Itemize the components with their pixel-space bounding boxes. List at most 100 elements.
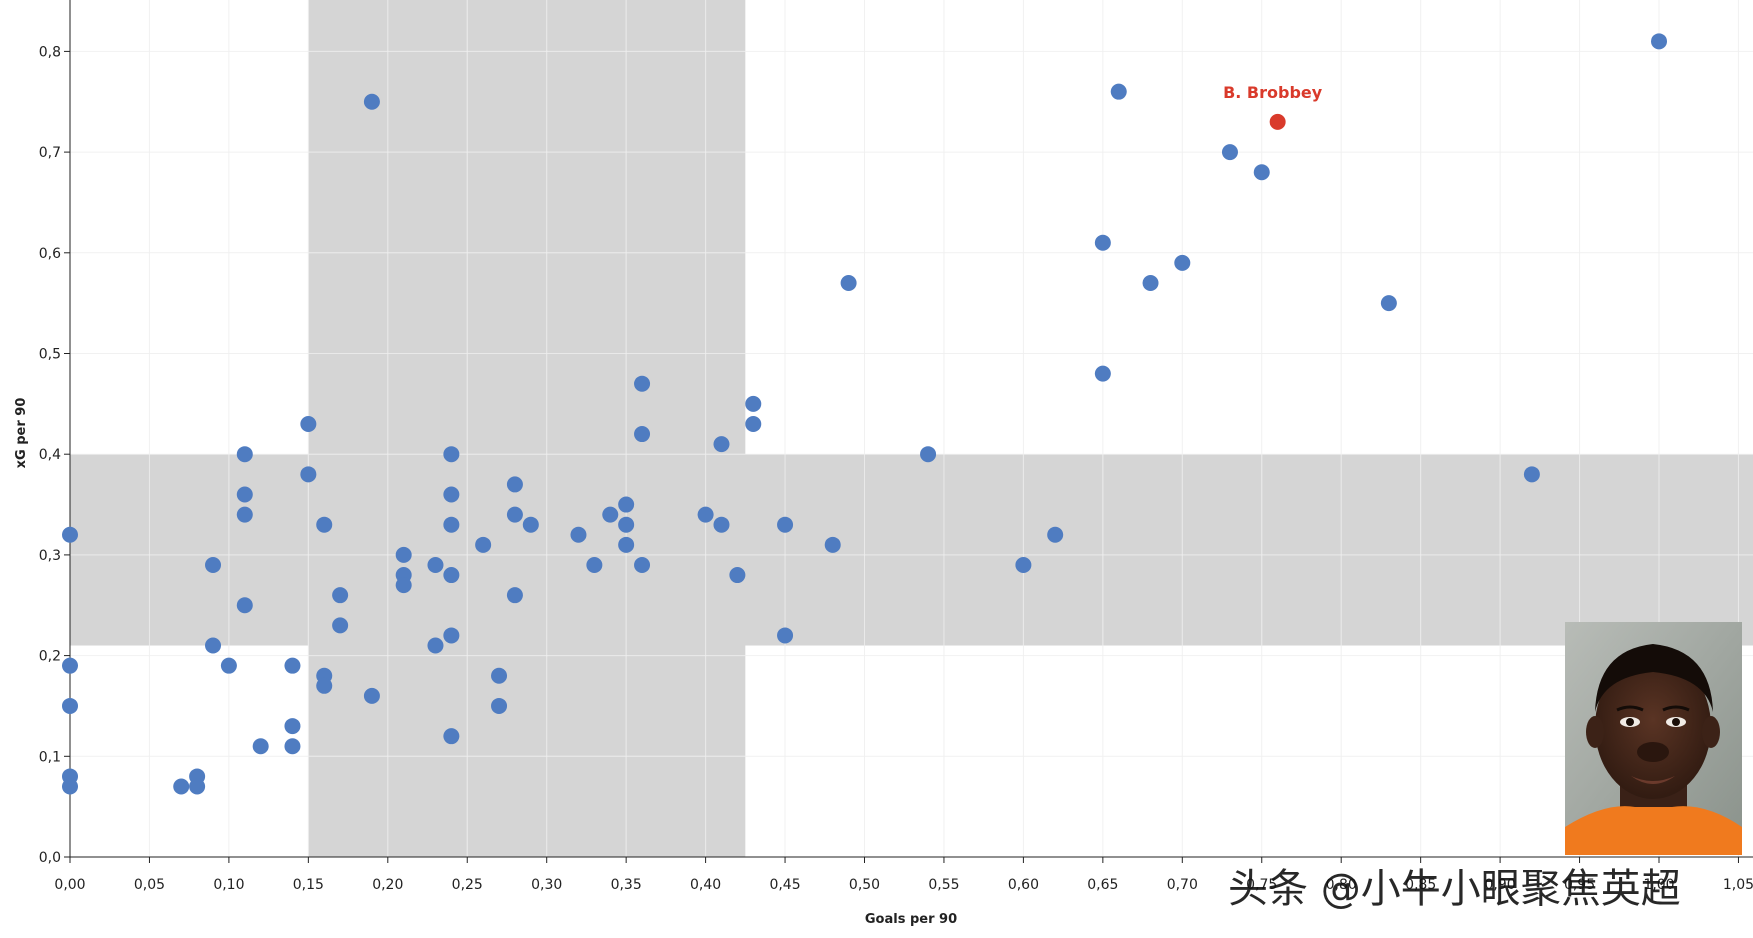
x-tick-label: 0,15 — [293, 877, 324, 893]
vertical-band — [308, 0, 746, 857]
y-tick-label: 0,6 — [39, 246, 61, 262]
axes: 0,00 0,05 0,10 0,15 0,20 0,25 0,30 0,35 0,40 0,45… — [39, 0, 1753, 893]
highlight-group: B. Brobbey — [1223, 83, 1323, 130]
player-photo — [1565, 622, 1742, 855]
data-point — [62, 657, 78, 674]
data-point — [220, 657, 237, 674]
x-tick-label: 0,90 — [1485, 877, 1516, 893]
data-point — [236, 506, 253, 523]
x-tick-label: 0,45 — [769, 877, 800, 893]
x-tick-label: 0,05 — [134, 877, 165, 893]
data-point — [284, 718, 301, 735]
data-point — [713, 436, 730, 453]
data-point — [1253, 164, 1270, 181]
data-point — [443, 486, 460, 503]
data-point — [1221, 144, 1238, 161]
data-point — [284, 738, 301, 755]
watermark-text: 头条 @小牛小眼聚焦英超 — [1228, 866, 1681, 912]
data-point — [729, 567, 746, 584]
data-point — [634, 556, 651, 573]
y-tick-label: 0,0 — [39, 850, 61, 866]
data-points — [62, 33, 1667, 795]
data-point — [332, 617, 349, 634]
data-point — [1651, 33, 1667, 50]
data-point — [236, 597, 253, 614]
data-point — [62, 778, 78, 795]
data-point — [62, 697, 78, 714]
data-point — [395, 546, 412, 563]
x-tick-label: 0,35 — [611, 877, 642, 893]
data-point — [252, 738, 269, 755]
y-tick-label: 0,2 — [39, 649, 61, 665]
data-point — [236, 486, 253, 503]
data-point — [506, 587, 523, 604]
x-tick-label: 0,70 — [1167, 877, 1198, 893]
data-point — [443, 516, 460, 533]
x-tick-label: 0,65 — [1087, 877, 1118, 893]
data-point — [777, 516, 794, 533]
highlight-label: B. Brobbey — [1223, 83, 1323, 102]
data-point — [1110, 83, 1127, 100]
data-point — [236, 446, 253, 463]
data-point — [300, 466, 317, 483]
data-point — [570, 526, 587, 543]
data-point — [745, 395, 762, 412]
data-point — [332, 587, 349, 604]
horizontal-band — [70, 454, 1753, 646]
data-point — [491, 697, 508, 714]
data-point — [506, 476, 523, 493]
data-point — [395, 577, 412, 594]
x-tick-label: 0,40 — [690, 877, 721, 893]
data-point — [618, 516, 635, 533]
data-point — [205, 637, 222, 654]
data-point — [363, 687, 380, 704]
data-point — [1523, 466, 1540, 483]
x-tick-label: 0,85 — [1405, 877, 1436, 893]
x-tick-label: 0,25 — [452, 877, 483, 893]
data-point — [697, 506, 714, 523]
x-tick-label: 0,75 — [1246, 877, 1277, 893]
data-point — [602, 506, 619, 523]
data-point — [634, 426, 651, 443]
data-point — [491, 667, 508, 684]
y-axis-title: xG per 90 — [14, 398, 29, 469]
data-point — [443, 728, 460, 745]
x-axis-title: Goals per 90 — [865, 912, 957, 927]
data-point — [300, 415, 317, 432]
y-tick-label: 0,1 — [39, 749, 61, 765]
data-point — [1094, 234, 1111, 251]
x-tick-label: 0,30 — [531, 877, 562, 893]
x-tick-label: 0,60 — [1008, 877, 1039, 893]
data-point — [1094, 365, 1111, 382]
data-point — [618, 536, 635, 553]
data-point — [316, 516, 333, 533]
data-point — [1015, 556, 1032, 573]
data-point — [284, 657, 301, 674]
jersey — [1565, 806, 1742, 855]
data-point — [1174, 254, 1191, 271]
data-point — [173, 778, 190, 795]
data-point — [824, 536, 841, 553]
x-tick-label: 0,80 — [1326, 877, 1357, 893]
data-point — [205, 556, 222, 573]
y-tick-label: 0,5 — [39, 347, 61, 363]
data-point — [443, 627, 460, 644]
data-point — [920, 446, 937, 463]
data-point — [443, 567, 460, 584]
data-point — [1380, 295, 1397, 312]
data-point — [840, 275, 857, 292]
data-point — [189, 778, 206, 795]
data-point — [443, 446, 460, 463]
x-tick-label: 0,95 — [1564, 877, 1595, 893]
data-point — [363, 93, 380, 110]
x-tick-label: 0,20 — [372, 877, 403, 893]
y-tick-label: 0,3 — [39, 548, 61, 564]
data-point — [506, 506, 523, 523]
x-tick-label: 0,55 — [928, 877, 959, 893]
x-tick-label: 1,00 — [1643, 877, 1674, 893]
data-point — [1047, 526, 1064, 543]
data-point — [522, 516, 539, 533]
y-tick-label: 0,7 — [39, 145, 61, 161]
data-point — [713, 516, 730, 533]
